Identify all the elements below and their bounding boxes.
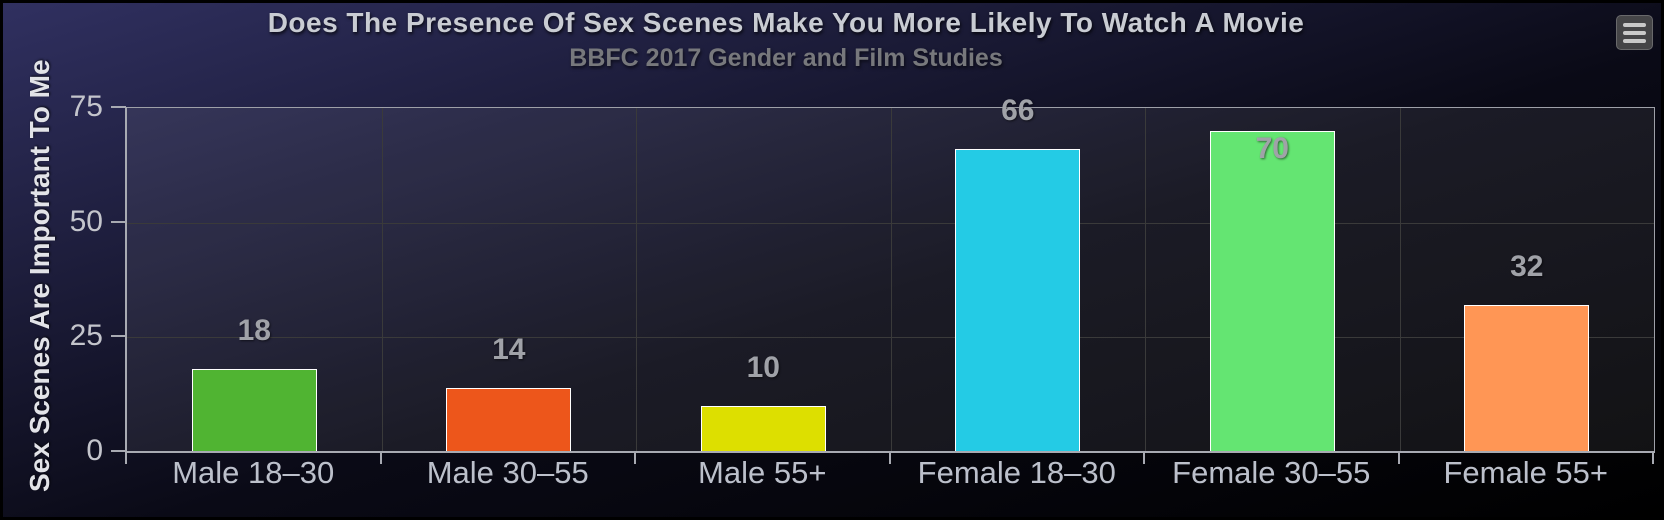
gridline-vertical bbox=[1399, 108, 1401, 452]
hamburger-icon bbox=[1623, 38, 1646, 43]
x-axis-label: Female 55+ bbox=[1443, 455, 1609, 490]
y-axis-title: Sex Scenes Are Important To Me bbox=[24, 59, 55, 492]
x-axis-tick bbox=[888, 452, 891, 464]
bar[interactable] bbox=[1209, 130, 1335, 452]
bar-value-label: 14 bbox=[492, 332, 526, 366]
y-axis-tick bbox=[111, 335, 126, 338]
hamburger-icon bbox=[1623, 22, 1646, 27]
x-axis-tick bbox=[1143, 452, 1145, 464]
x-axis-label: Male 55+ bbox=[698, 455, 827, 490]
gridline-vertical bbox=[890, 108, 892, 452]
y-axis-label: 0 bbox=[86, 434, 103, 467]
x-axis-tick bbox=[379, 452, 382, 464]
bar-value-label: 32 bbox=[1510, 250, 1544, 284]
y-axis-tick bbox=[111, 220, 126, 223]
gridline-vertical bbox=[636, 108, 637, 452]
x-axis-tick bbox=[1397, 452, 1400, 464]
bar-value-label: 70 bbox=[1255, 131, 1289, 165]
bar[interactable] bbox=[191, 369, 317, 452]
bar[interactable] bbox=[955, 149, 1081, 452]
bar[interactable] bbox=[1464, 305, 1590, 452]
y-axis-line bbox=[125, 107, 127, 453]
gridline-vertical bbox=[1145, 108, 1146, 452]
x-axis-label: Male 30–55 bbox=[426, 455, 589, 490]
chart-title: Does The Presence Of Sex Scenes Make You… bbox=[267, 7, 1305, 38]
x-axis-label: Male 18–30 bbox=[172, 455, 335, 490]
x-axis-tick bbox=[634, 452, 636, 464]
y-axis-label: 75 bbox=[69, 90, 103, 123]
context-menu-button[interactable] bbox=[1616, 15, 1653, 50]
chart-subtitle: BBFC 2017 Gender and Film Studies bbox=[569, 44, 1003, 72]
y-axis-label: 50 bbox=[69, 204, 103, 238]
bar-value-label: 18 bbox=[237, 314, 271, 348]
plot-area: 18 14 10 66 70 32 bbox=[126, 95, 1655, 453]
hamburger-icon bbox=[1623, 30, 1646, 35]
y-axis-label: 25 bbox=[69, 319, 103, 353]
bar-value-label: 66 bbox=[1001, 94, 1035, 128]
x-axis-tick bbox=[1652, 452, 1654, 464]
bar[interactable] bbox=[446, 387, 572, 452]
x-axis-tick bbox=[125, 452, 127, 464]
gridline-vertical bbox=[381, 108, 383, 452]
x-axis-label: Female 30–55 bbox=[1172, 455, 1371, 490]
x-axis-label: Female 18–30 bbox=[917, 455, 1116, 490]
y-axis-tick bbox=[111, 450, 126, 452]
bar[interactable] bbox=[700, 406, 826, 452]
bar-value-label: 10 bbox=[746, 351, 780, 385]
y-axis-tick bbox=[111, 106, 126, 108]
